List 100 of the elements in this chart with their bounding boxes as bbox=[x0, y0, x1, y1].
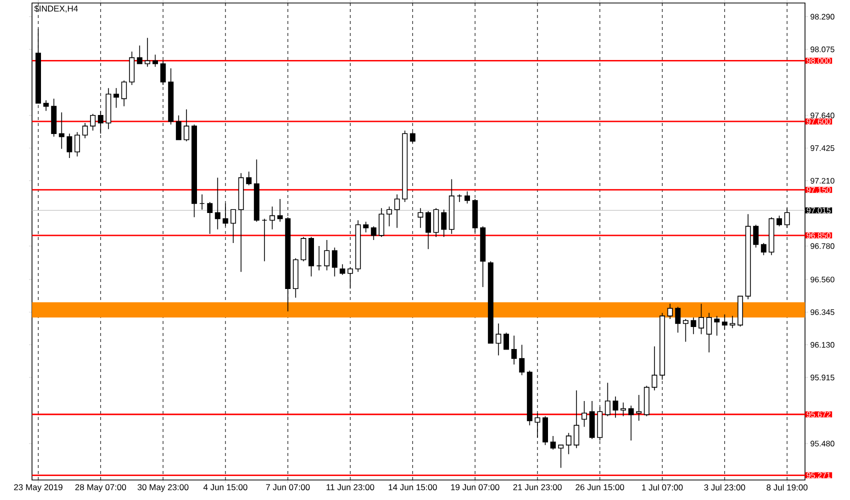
candlestick bbox=[214, 177, 220, 230]
candlestick bbox=[558, 444, 564, 468]
ref-line-label: 97.150 bbox=[806, 187, 831, 193]
candlestick bbox=[386, 206, 392, 227]
candlestick bbox=[43, 100, 49, 112]
candlestick bbox=[675, 306, 681, 334]
y-tick-label: 98.075 bbox=[810, 46, 834, 52]
candlestick bbox=[753, 224, 759, 248]
x-tick-label: 28 May 07:00 bbox=[75, 484, 126, 492]
x-tick-label: 4 Jun 15:00 bbox=[203, 484, 248, 490]
x-tick-label: 8 Jul 19:00 bbox=[766, 484, 808, 490]
candlestick bbox=[316, 246, 322, 271]
candlestick bbox=[160, 60, 166, 86]
candlestick bbox=[418, 208, 424, 228]
candlestick bbox=[114, 88, 119, 108]
ref-line-label: 97.015 bbox=[806, 208, 831, 214]
candlestick bbox=[433, 208, 439, 238]
candlestick bbox=[636, 394, 642, 422]
candlestick bbox=[582, 400, 587, 428]
y-tick-label: 97.425 bbox=[810, 145, 834, 151]
candlestick bbox=[58, 112, 64, 150]
candlestick bbox=[690, 317, 696, 335]
candlestick bbox=[504, 332, 509, 350]
candlestick bbox=[566, 432, 572, 455]
ref-line-label: 95.672 bbox=[806, 412, 830, 418]
y-tick-label: 97.210 bbox=[810, 178, 834, 184]
candlestick bbox=[698, 303, 704, 335]
candlestick bbox=[410, 132, 416, 144]
y-tick-label: 96.780 bbox=[810, 243, 834, 249]
x-tick-label: 21 Jun 23:00 bbox=[513, 484, 562, 490]
candlestick bbox=[682, 318, 688, 342]
candlestick bbox=[628, 405, 634, 441]
y-tick-label: 95.480 bbox=[810, 440, 834, 446]
candlestick bbox=[550, 436, 556, 450]
candlestick bbox=[511, 335, 517, 365]
candlestick bbox=[730, 316, 736, 328]
x-tick-label: 1 Jul 07:00 bbox=[642, 484, 683, 490]
candlestick bbox=[612, 396, 618, 418]
candlestick bbox=[121, 80, 127, 107]
chart-title: $INDEX,H4 bbox=[34, 5, 78, 13]
candlestick bbox=[82, 122, 88, 139]
candlestick bbox=[74, 132, 80, 157]
candlestick bbox=[456, 194, 462, 202]
candlestick bbox=[667, 303, 673, 320]
candlestick bbox=[464, 190, 470, 204]
y-tick-label: 98.290 bbox=[810, 14, 834, 20]
candlestick bbox=[574, 390, 580, 448]
ref-line-label: 97.600 bbox=[806, 118, 831, 124]
candlestick bbox=[722, 314, 728, 330]
x-tick-label: 14 Jun 15:00 bbox=[388, 484, 437, 490]
x-tick-label: 7 Jun 07:00 bbox=[266, 484, 310, 490]
candlestick bbox=[144, 38, 150, 68]
candlestick bbox=[652, 346, 658, 391]
candlestick bbox=[222, 203, 228, 227]
candlestick bbox=[98, 110, 104, 134]
candlestick bbox=[760, 242, 766, 256]
candlestick bbox=[66, 133, 72, 158]
candlestick bbox=[370, 226, 376, 240]
candlestick bbox=[136, 45, 142, 64]
candlestick bbox=[519, 344, 525, 376]
candlestick bbox=[496, 323, 502, 356]
candlestick bbox=[620, 402, 626, 417]
candlestick bbox=[363, 221, 369, 233]
x-tick-label: 11 Jun 23:00 bbox=[326, 484, 374, 490]
candlestick bbox=[441, 209, 447, 238]
x-tick-label: 3 Jul 23:00 bbox=[704, 484, 746, 490]
candlestick bbox=[207, 202, 213, 234]
candlestick bbox=[90, 113, 96, 131]
candlestick bbox=[324, 240, 330, 271]
candlestick bbox=[348, 266, 353, 289]
candlestick bbox=[394, 194, 400, 228]
candlestick bbox=[199, 194, 205, 210]
ref-line-label: 96.850 bbox=[806, 232, 831, 238]
candlestick bbox=[277, 198, 283, 222]
candlestick bbox=[300, 236, 306, 262]
candlestick bbox=[230, 209, 236, 244]
candlestick bbox=[714, 316, 720, 336]
y-tick-label: 95.915 bbox=[810, 374, 834, 380]
y-tick-label: 97.640 bbox=[810, 112, 834, 118]
candlestick bbox=[534, 412, 540, 438]
candlestick bbox=[706, 312, 712, 353]
candlestick bbox=[176, 115, 182, 140]
ref-line-label: 95.271 bbox=[806, 472, 830, 478]
candlestick bbox=[776, 215, 782, 227]
x-tick-label: 30 May 23:00 bbox=[138, 484, 188, 492]
x-tick-label: 26 Jun 15:00 bbox=[576, 484, 624, 490]
x-tick-label: 23 May 2019 bbox=[14, 484, 62, 492]
candlestick bbox=[246, 171, 252, 186]
candlestick bbox=[152, 54, 158, 68]
x-tick-label: 19 Jun 07:00 bbox=[451, 484, 500, 490]
candlestick bbox=[332, 247, 338, 277]
candlestick bbox=[270, 206, 275, 230]
ref-line-label: 98.000 bbox=[806, 58, 831, 64]
candlestick bbox=[184, 108, 190, 142]
candlestick bbox=[378, 208, 384, 238]
y-tick-label: 96.345 bbox=[810, 309, 834, 316]
y-tick-label: 96.560 bbox=[810, 276, 834, 282]
y-tick-label: 96.130 bbox=[810, 342, 834, 348]
candlestick bbox=[604, 382, 610, 417]
candlestick bbox=[340, 264, 346, 276]
